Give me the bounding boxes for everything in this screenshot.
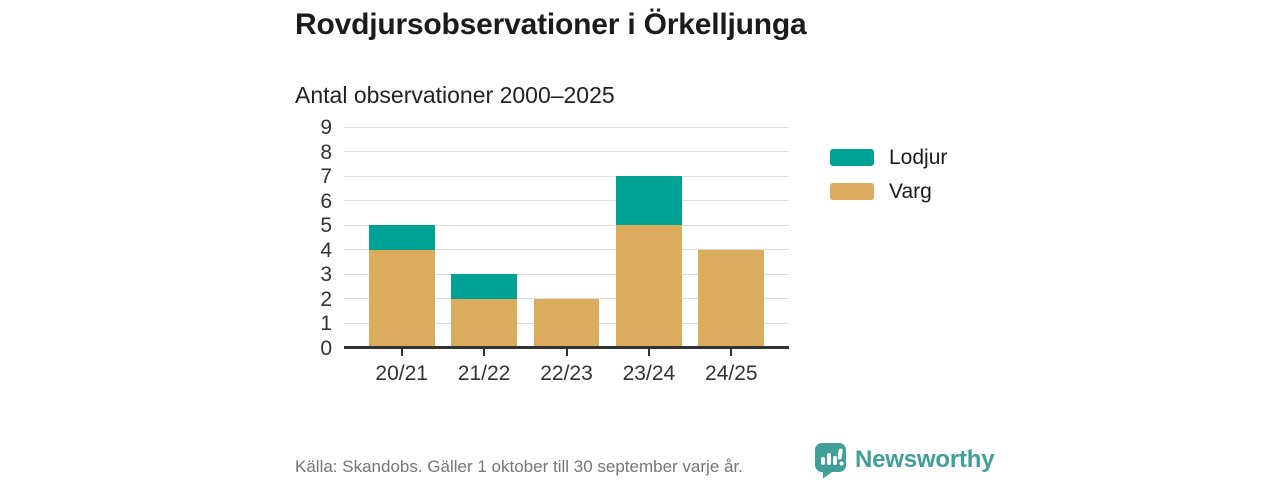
y-label-6: 6 bbox=[320, 189, 332, 213]
x-axis-baseline bbox=[344, 346, 789, 349]
gridline-y6 bbox=[344, 200, 789, 202]
bar-22-23-varg bbox=[533, 298, 600, 348]
bar-20-21-lodjur bbox=[368, 225, 435, 250]
legend-label-varg: Varg bbox=[889, 180, 932, 203]
bar-24-25-varg bbox=[698, 249, 765, 348]
plot-area bbox=[344, 126, 789, 349]
y-label-3: 3 bbox=[320, 263, 332, 287]
gridline-y4 bbox=[344, 249, 789, 251]
gridline-y3 bbox=[344, 273, 789, 275]
legend-swatch-varg bbox=[830, 183, 874, 200]
gridline-y5 bbox=[344, 224, 789, 226]
x-tick-20-21 bbox=[400, 349, 403, 356]
y-label-9: 9 bbox=[320, 116, 332, 139]
legend-item-varg: Varg bbox=[830, 181, 947, 202]
gridline-y9 bbox=[344, 126, 789, 128]
legend-swatch-lodjur bbox=[830, 149, 874, 166]
y-label-0: 0 bbox=[320, 337, 332, 360]
brand-name: Newsworthy bbox=[855, 446, 995, 473]
source-note: Källa: Skandobs. Gäller 1 oktober till 3… bbox=[295, 457, 743, 476]
legend-label-lodjur: Lodjur bbox=[889, 146, 948, 169]
bar-23-24-varg bbox=[615, 225, 682, 348]
bar-21-22-varg bbox=[451, 298, 518, 348]
bar-20-21-varg bbox=[368, 249, 435, 348]
y-label-4: 4 bbox=[320, 238, 332, 262]
x-tick-21-22 bbox=[483, 349, 486, 356]
x-label-21-22: 21/22 bbox=[457, 362, 511, 385]
bar-23-24-lodjur bbox=[615, 176, 682, 226]
brand-logo: Newsworthy bbox=[814, 442, 995, 479]
chart-title: Rovdjursobservationer i Örkelljunga bbox=[295, 8, 807, 41]
x-label-20-21: 20/21 bbox=[375, 362, 428, 385]
x-tick-24-25 bbox=[730, 349, 733, 356]
bar-21-22-lodjur bbox=[451, 274, 518, 299]
x-label-22-23: 22/23 bbox=[540, 362, 593, 385]
gridline-y7 bbox=[344, 175, 789, 177]
y-label-2: 2 bbox=[320, 287, 332, 311]
newsworthy-icon bbox=[814, 443, 846, 479]
gridline-y8 bbox=[344, 151, 789, 153]
y-label-5: 5 bbox=[320, 214, 332, 238]
y-label-8: 8 bbox=[320, 140, 332, 164]
x-label-23-24: 23/24 bbox=[622, 362, 676, 385]
legend: Lodjur Varg bbox=[830, 147, 947, 215]
x-tick-22-23 bbox=[565, 349, 568, 356]
legend-item-lodjur: Lodjur bbox=[830, 147, 947, 168]
y-label-7: 7 bbox=[320, 165, 332, 189]
x-label-24-25: 24/25 bbox=[705, 362, 758, 385]
y-label-1: 1 bbox=[320, 312, 332, 336]
x-tick-23-24 bbox=[647, 349, 650, 356]
chart-subtitle: Antal observationer 2000–2025 bbox=[295, 82, 615, 108]
